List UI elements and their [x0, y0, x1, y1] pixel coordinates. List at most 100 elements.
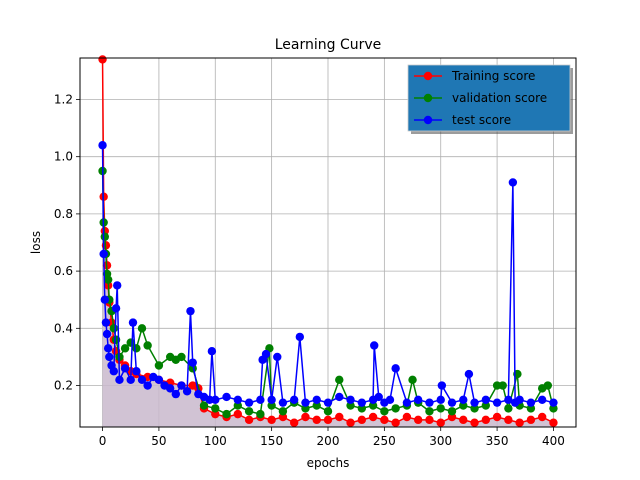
data-point	[211, 404, 220, 413]
data-point	[368, 412, 378, 422]
x-tick-label: 150	[260, 434, 283, 448]
data-point	[323, 415, 333, 425]
data-point	[391, 418, 400, 427]
y-tick-label: 0.6	[54, 264, 73, 278]
data-point	[515, 418, 524, 427]
data-point	[335, 412, 344, 422]
data-point	[233, 395, 243, 405]
data-point	[98, 55, 107, 64]
x-tick-label: 50	[151, 434, 166, 448]
data-point	[346, 418, 355, 427]
data-point	[402, 398, 412, 407]
x-axis-label: epochs	[307, 456, 350, 470]
data-point	[357, 415, 367, 425]
series-line	[101, 170, 555, 416]
legend-marker	[423, 115, 433, 125]
data-point	[120, 344, 130, 353]
data-point	[261, 349, 271, 359]
y-tick-label: 0.2	[54, 379, 73, 393]
data-point	[391, 404, 400, 413]
data-point	[177, 352, 186, 362]
data-point	[295, 332, 305, 342]
legend-marker	[423, 71, 433, 81]
legend: Training score validation score test score	[407, 64, 573, 134]
data-point	[323, 398, 333, 407]
data-point	[103, 344, 113, 353]
data-point	[109, 324, 119, 333]
data-point	[109, 367, 119, 376]
data-point	[504, 395, 513, 405]
y-tick-label: 0.4	[54, 321, 73, 335]
y-tick-label: 0.8	[54, 207, 73, 221]
data-point	[464, 369, 474, 379]
data-point	[549, 398, 558, 407]
data-point	[413, 415, 423, 425]
data-point	[537, 395, 547, 405]
data-point	[357, 398, 367, 407]
data-point	[99, 249, 108, 259]
ticks: 0 50 100 150 200 250 300 350 400 0.2 0.4 0.6 0.8 1.0 1…	[54, 92, 565, 448]
data-point	[498, 381, 507, 390]
data-point	[273, 352, 282, 362]
data-point	[301, 412, 310, 422]
data-point	[256, 395, 265, 405]
data-point	[111, 304, 121, 313]
data-point	[549, 418, 558, 427]
y-tick-label: 1.2	[54, 92, 73, 106]
y-tick-label: 1.0	[54, 150, 73, 164]
fill-area	[102, 59, 554, 427]
data-point	[470, 418, 479, 427]
data-point	[289, 395, 299, 405]
data-point	[222, 409, 231, 419]
data-point	[543, 381, 553, 390]
data-point	[504, 404, 513, 413]
data-point	[105, 352, 114, 362]
x-tick-label: 100	[204, 434, 227, 448]
data-point	[115, 375, 124, 385]
legend-label: test score	[452, 113, 511, 127]
data-point	[132, 344, 141, 353]
data-point	[278, 407, 288, 416]
data-point	[143, 381, 152, 390]
data-point	[537, 412, 547, 422]
data-point	[188, 358, 197, 367]
legend-label: validation score	[452, 91, 547, 105]
data-point	[436, 418, 445, 427]
data-point	[425, 407, 434, 416]
x-tick-label: 350	[486, 434, 509, 448]
legend-marker	[423, 93, 433, 103]
data-point	[402, 412, 412, 422]
data-point	[199, 401, 209, 410]
data-point	[101, 318, 111, 327]
data-point	[459, 395, 468, 405]
data-point	[267, 415, 276, 425]
data-point	[413, 395, 423, 405]
data-point	[222, 392, 231, 402]
data-point	[380, 415, 389, 425]
data-point	[481, 395, 491, 405]
data-point	[120, 364, 130, 373]
data-point	[171, 389, 181, 399]
series-layer	[98, 55, 558, 427]
data-point	[492, 412, 502, 422]
data-point	[425, 398, 434, 407]
data-point	[132, 367, 141, 376]
data-point	[492, 398, 502, 407]
data-point	[380, 407, 389, 416]
data-point	[470, 398, 479, 407]
data-point	[447, 407, 457, 416]
data-point	[436, 404, 445, 413]
data-point	[526, 415, 536, 425]
data-point	[182, 387, 192, 396]
data-point	[289, 418, 299, 427]
legend-label: Training score	[451, 69, 535, 83]
y-axis-label: loss	[29, 231, 43, 254]
data-point	[165, 384, 175, 393]
data-point	[126, 375, 135, 385]
data-point	[335, 375, 344, 385]
data-point	[278, 398, 288, 407]
x-tick-label: 200	[317, 434, 340, 448]
data-point	[137, 324, 147, 333]
data-point	[100, 232, 110, 241]
